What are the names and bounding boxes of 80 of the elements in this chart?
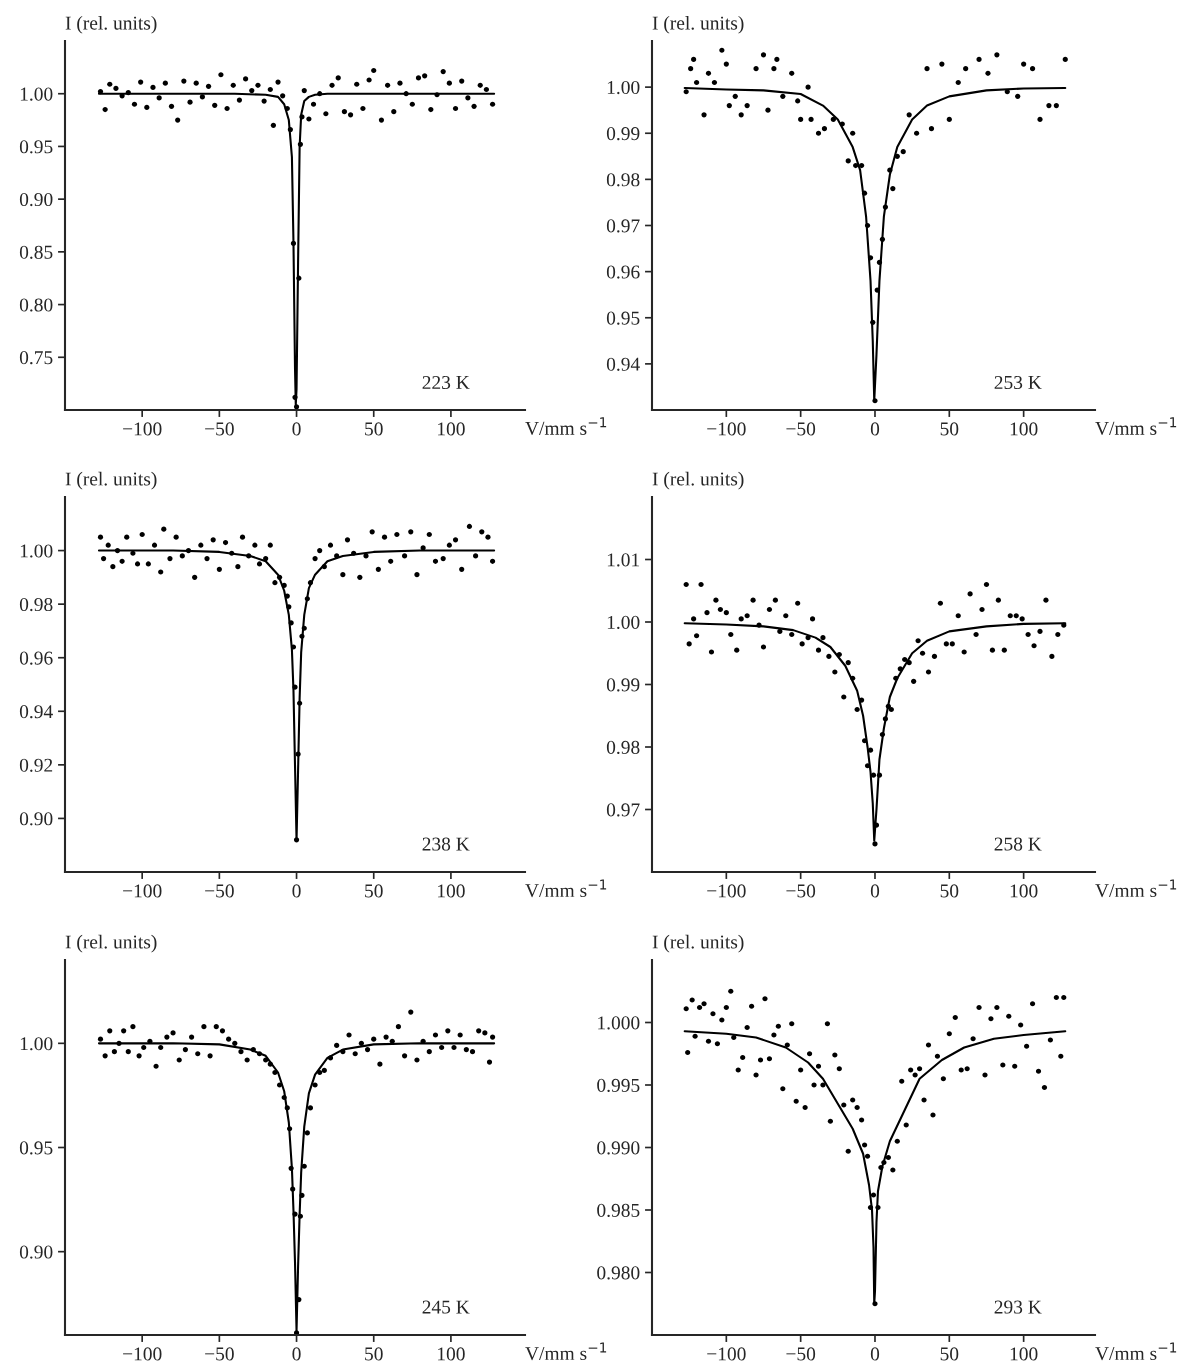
x-axis-title: V/mm s$^{−1}$ [1095, 1342, 1177, 1361]
x-tick-label: −100 [707, 422, 746, 436]
y-tick-label: 0.96 [606, 265, 640, 279]
x-tick-label: −50 [786, 884, 816, 898]
y-tick-label: 0.90 [19, 192, 53, 207]
annotation: 245 K [422, 1300, 470, 1314]
annotation: 238 K [422, 837, 470, 851]
y-tick-label: 0.98 [606, 173, 640, 187]
x-tick-label: 100 [1010, 884, 1038, 898]
x-tick-label: 0 [292, 1347, 301, 1361]
y-axis-title: I (rel. units) [652, 934, 744, 953]
x-tick-label: 100 [438, 884, 465, 898]
y-tick-label: 1.00 [607, 615, 640, 630]
y-tick-label: 0.92 [19, 758, 53, 772]
x-tick-label: −100 [123, 422, 162, 436]
x-tick-label: −50 [786, 1347, 816, 1361]
y-tick-label: 0.85 [19, 245, 53, 259]
y-tick-label: 0.90 [19, 1245, 53, 1259]
y-tick-label: 1.01 [607, 553, 640, 567]
x-tick-label: 100 [438, 1347, 465, 1361]
y-tick-label: 0.94 [19, 705, 53, 719]
y-tick-label: 0.95 [606, 311, 640, 325]
x-tick-label: −100 [123, 1347, 162, 1361]
y-tick-label: 0.995 [597, 1078, 640, 1093]
x-tick-label: 0 [870, 1347, 880, 1361]
y-tick-label: 0.99 [606, 678, 640, 692]
x-tick-label: 0 [870, 884, 880, 898]
x-tick-label: 100 [1010, 422, 1038, 436]
y-tick-label: 1.00 [607, 80, 640, 95]
x-tick-label: 50 [365, 422, 383, 436]
x-tick-label: 50 [940, 884, 959, 898]
annotation: 253 K [994, 375, 1042, 390]
x-tick-label: −50 [205, 1347, 234, 1361]
y-tick-label: 0.95 [19, 1141, 53, 1155]
y-tick-label: 0.94 [606, 357, 640, 371]
x-tick-label: 50 [365, 884, 383, 898]
x-tick-label: 50 [365, 1347, 383, 1361]
y-tick-label: 0.75 [19, 351, 53, 365]
y-tick-label: 0.96 [19, 651, 53, 665]
x-tick-label: 50 [940, 1347, 959, 1361]
x-tick-label: −50 [205, 884, 234, 898]
y-tick-label: 0.980 [597, 1266, 640, 1280]
x-tick-label: −50 [205, 422, 234, 436]
y-tick-label: 0.98 [19, 597, 53, 612]
x-tick-label: −100 [707, 1347, 746, 1361]
x-tick-label: −100 [123, 884, 162, 898]
x-axis-title: V/mm s$^{−1}$ [525, 417, 607, 435]
y-axis-title: I (rel. units) [652, 15, 744, 34]
y-tick-label: 0.985 [597, 1203, 640, 1218]
y-tick-label: 0.990 [597, 1141, 640, 1155]
x-axis-title: V/mm s$^{−1}$ [1095, 879, 1177, 898]
y-tick-label: 0.98 [606, 740, 640, 755]
x-tick-label: 100 [438, 422, 465, 436]
x-tick-label: 0 [870, 422, 880, 436]
y-tick-label: 1.00 [20, 544, 53, 558]
y-axis-title: I (rel. units) [65, 15, 157, 34]
x-tick-label: 0 [292, 422, 301, 436]
x-tick-label: −50 [786, 422, 816, 436]
annotation: 293 K [994, 1300, 1042, 1314]
y-tick-label: 0.90 [19, 812, 53, 826]
y-tick-label: 0.97 [606, 219, 640, 233]
x-tick-label: 0 [292, 884, 301, 898]
y-tick-label: 0.97 [606, 803, 640, 817]
y-tick-label: 0.95 [19, 140, 53, 154]
y-axis-title: I (rel. units) [65, 471, 157, 490]
y-tick-label: 1.00 [20, 87, 53, 101]
x-tick-label: 50 [940, 422, 959, 436]
y-axis-title: I (rel. units) [65, 934, 157, 953]
x-tick-label: 100 [1010, 1347, 1038, 1361]
y-tick-label: 0.99 [606, 127, 640, 141]
x-axis-title: V/mm s$^{−1}$ [525, 1342, 607, 1361]
x-axis-title: V/mm s$^{−1}$ [1095, 417, 1177, 435]
y-tick-label: 0.80 [19, 298, 53, 312]
y-axis-title: I (rel. units) [652, 471, 744, 490]
y-tick-label: 1.00 [20, 1037, 53, 1051]
x-tick-label: −100 [707, 884, 746, 898]
annotation: 258 K [994, 837, 1042, 851]
annotation: 223 K [422, 375, 470, 390]
x-axis-title: V/mm s$^{−1}$ [525, 879, 607, 898]
y-tick-label: 1.000 [598, 1016, 640, 1030]
